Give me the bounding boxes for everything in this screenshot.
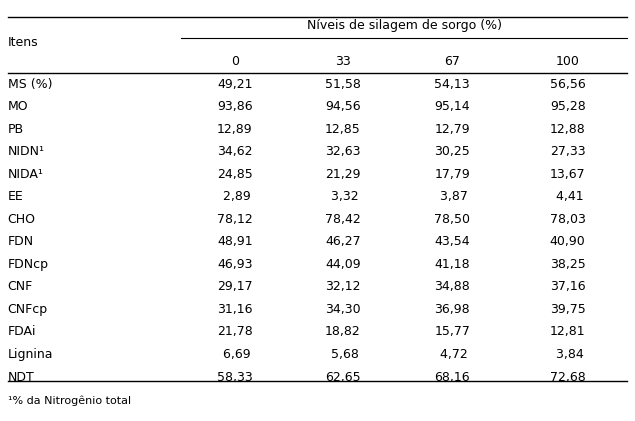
Text: 36,98: 36,98 bbox=[434, 303, 470, 316]
Text: MS (%): MS (%) bbox=[8, 78, 52, 91]
Text: Itens: Itens bbox=[8, 36, 38, 48]
Text: CNFcp: CNFcp bbox=[8, 303, 48, 316]
Text: CHO: CHO bbox=[8, 213, 36, 226]
Text: 34,88: 34,88 bbox=[434, 280, 470, 293]
Text: PB: PB bbox=[8, 123, 23, 136]
Text: NIDN¹: NIDN¹ bbox=[8, 145, 44, 158]
Text: 4,72: 4,72 bbox=[436, 348, 468, 361]
Text: ¹% da Nitrogênio total: ¹% da Nitrogênio total bbox=[8, 396, 131, 406]
Text: 21,29: 21,29 bbox=[325, 168, 361, 181]
Text: 43,54: 43,54 bbox=[434, 235, 470, 248]
Text: 31,16: 31,16 bbox=[217, 303, 253, 316]
Text: FDN: FDN bbox=[8, 235, 34, 248]
Text: EE: EE bbox=[8, 190, 23, 203]
Text: 3,32: 3,32 bbox=[327, 190, 359, 203]
Text: 12,81: 12,81 bbox=[550, 325, 585, 338]
Text: 78,12: 78,12 bbox=[217, 213, 253, 226]
Text: 58,33: 58,33 bbox=[217, 370, 253, 384]
Text: 27,33: 27,33 bbox=[550, 145, 585, 158]
Text: 38,25: 38,25 bbox=[550, 258, 585, 271]
Text: 56,56: 56,56 bbox=[550, 78, 585, 91]
Text: 37,16: 37,16 bbox=[550, 280, 585, 293]
Text: 5,68: 5,68 bbox=[327, 348, 359, 361]
Text: 34,30: 34,30 bbox=[325, 303, 361, 316]
Text: 46,27: 46,27 bbox=[325, 235, 361, 248]
Text: 32,12: 32,12 bbox=[325, 280, 361, 293]
Text: 13,67: 13,67 bbox=[550, 168, 585, 181]
Text: 6,69: 6,69 bbox=[219, 348, 251, 361]
Text: 41,18: 41,18 bbox=[434, 258, 470, 271]
Text: 67: 67 bbox=[444, 55, 460, 67]
Text: 3,87: 3,87 bbox=[436, 190, 468, 203]
Text: 34,62: 34,62 bbox=[217, 145, 253, 158]
Text: Níveis de silagem de sorgo (%): Níveis de silagem de sorgo (%) bbox=[307, 19, 502, 32]
Text: FDAi: FDAi bbox=[8, 325, 36, 338]
Text: 72,68: 72,68 bbox=[550, 370, 585, 384]
Text: 95,28: 95,28 bbox=[550, 100, 585, 113]
Text: 48,91: 48,91 bbox=[217, 235, 253, 248]
Text: 17,79: 17,79 bbox=[434, 168, 470, 181]
Text: 78,42: 78,42 bbox=[325, 213, 361, 226]
Text: 15,77: 15,77 bbox=[434, 325, 470, 338]
Text: Lignina: Lignina bbox=[8, 348, 53, 361]
Text: 12,85: 12,85 bbox=[325, 123, 361, 136]
Text: 33: 33 bbox=[335, 55, 351, 67]
Text: 49,21: 49,21 bbox=[217, 78, 253, 91]
Text: MO: MO bbox=[8, 100, 28, 113]
Text: 2,89: 2,89 bbox=[219, 190, 251, 203]
Text: 24,85: 24,85 bbox=[217, 168, 253, 181]
Text: NIDA¹: NIDA¹ bbox=[8, 168, 43, 181]
Text: 78,03: 78,03 bbox=[550, 213, 585, 226]
Text: FDNcp: FDNcp bbox=[8, 258, 49, 271]
Text: 12,79: 12,79 bbox=[434, 123, 470, 136]
Text: 100: 100 bbox=[556, 55, 580, 67]
Text: 40,90: 40,90 bbox=[550, 235, 585, 248]
Text: 12,89: 12,89 bbox=[217, 123, 253, 136]
Text: 44,09: 44,09 bbox=[325, 258, 361, 271]
Text: 21,78: 21,78 bbox=[217, 325, 253, 338]
Text: 54,13: 54,13 bbox=[434, 78, 470, 91]
Text: 95,14: 95,14 bbox=[434, 100, 470, 113]
Text: 39,75: 39,75 bbox=[550, 303, 585, 316]
Text: 3,84: 3,84 bbox=[552, 348, 584, 361]
Text: 18,82: 18,82 bbox=[325, 325, 361, 338]
Text: 51,58: 51,58 bbox=[325, 78, 361, 91]
Text: 94,56: 94,56 bbox=[325, 100, 361, 113]
Text: CNF: CNF bbox=[8, 280, 33, 293]
Text: 30,25: 30,25 bbox=[434, 145, 470, 158]
Text: 0: 0 bbox=[231, 55, 239, 67]
Text: 32,63: 32,63 bbox=[325, 145, 361, 158]
Text: NDT: NDT bbox=[8, 370, 34, 384]
Text: 93,86: 93,86 bbox=[217, 100, 253, 113]
Text: 62,65: 62,65 bbox=[325, 370, 361, 384]
Text: 12,88: 12,88 bbox=[550, 123, 585, 136]
Text: 29,17: 29,17 bbox=[217, 280, 253, 293]
Text: 78,50: 78,50 bbox=[434, 213, 470, 226]
Text: 68,16: 68,16 bbox=[434, 370, 470, 384]
Text: 46,93: 46,93 bbox=[217, 258, 253, 271]
Text: 4,41: 4,41 bbox=[552, 190, 584, 203]
